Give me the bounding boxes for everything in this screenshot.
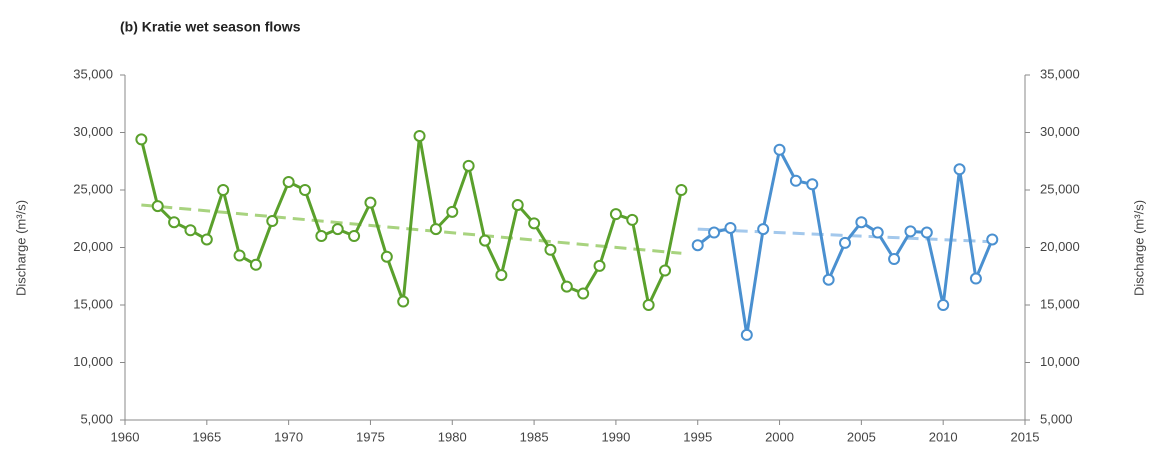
point [593,259,606,272]
point [789,174,802,187]
point [724,221,737,234]
y2-tick-label: 30,000 [1040,124,1080,139]
x-tick-label: 2010 [929,429,958,444]
y2-tick-label: 25,000 [1040,181,1080,196]
y2-tick-label: 10,000 [1040,354,1080,369]
point [642,299,655,311]
point [659,264,671,277]
point [249,258,262,271]
x-tick-label: 1995 [683,429,712,444]
point [806,178,819,191]
y2-tick-label: 20,000 [1040,239,1080,254]
point [299,184,311,196]
point [822,273,835,286]
y-tick-label: 20,000 [73,239,113,254]
point [151,200,164,213]
point [839,236,851,249]
point [871,226,884,239]
point [888,253,901,265]
series-line [139,134,683,307]
point [969,272,982,285]
x-tick-label: 2005 [847,429,876,444]
point [544,243,557,256]
chart-title: (b) Kratie wet season flows [120,19,301,35]
point [560,280,573,293]
point [609,208,622,221]
x-tick-label: 2015 [1011,429,1040,444]
point [429,223,442,236]
x-tick-label: 1990 [601,429,630,444]
y-tick-label: 30,000 [73,124,113,139]
point [855,216,868,229]
x-tick-label: 1965 [192,429,221,444]
y2-axis-label: Discharge (m³/s) [1131,200,1146,296]
point [577,287,590,300]
point [233,249,246,262]
point [315,230,328,242]
point [380,250,393,263]
point [217,184,230,196]
point [479,234,491,247]
point [413,129,426,142]
x-tick-label: 1960 [111,429,140,444]
point [462,159,475,172]
trend-line [697,227,993,244]
point [397,295,410,308]
point [348,230,361,242]
point [331,223,344,236]
y2-tick-label: 35,000 [1040,66,1080,81]
y-tick-label: 15,000 [73,296,113,311]
y-tick-label: 10,000 [73,354,113,369]
point [168,216,181,229]
point [757,223,770,236]
y-axis-label: Discharge (m³/s) [13,200,28,296]
point [364,196,377,209]
point [986,233,999,246]
point [675,184,688,196]
x-tick-label: 2000 [765,429,794,444]
point [626,213,639,226]
point [495,269,508,282]
point [135,133,148,146]
x-tick-label: 1970 [274,429,303,444]
point [266,215,279,228]
point [953,163,966,176]
point [708,226,721,239]
point [528,217,541,230]
point [740,328,753,341]
x-tick-label: 1980 [438,429,467,444]
point [184,224,197,237]
point [920,226,933,239]
point [282,175,295,188]
x-tick-label: 1985 [520,429,549,444]
y-tick-label: 5,000 [80,411,113,426]
y-tick-label: 25,000 [73,181,113,196]
point [446,205,459,218]
point [937,299,950,311]
y-tick-label: 35,000 [73,66,113,81]
point [773,143,786,156]
point [200,233,213,246]
point [691,239,704,252]
y2-tick-label: 5,000 [1040,411,1073,426]
point [904,225,917,238]
y2-tick-label: 15,000 [1040,296,1080,311]
point [511,198,524,211]
x-tick-label: 1975 [356,429,385,444]
